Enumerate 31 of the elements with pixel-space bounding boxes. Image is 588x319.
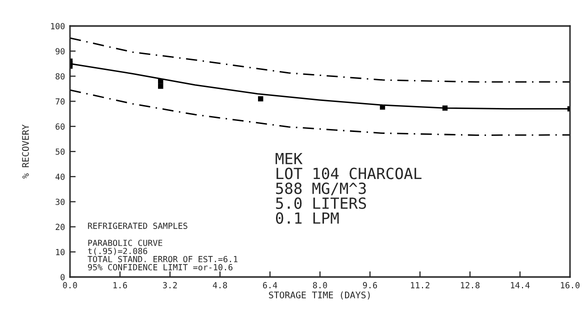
annotation: REFRIGERATED SAMPLES [88,222,188,229]
x-tick-label: 16.0 [560,282,580,288]
x-tick-label: 6.4 [263,282,278,288]
x-tick-label: 3.2 [163,282,177,288]
line-series [70,37,570,83]
annotation: MEK LOT 104 CHARCOAL 588 MG/M^3 5.0 LITERS 0.1 LPM [276,153,422,224]
point [158,84,164,89]
line-series [70,89,570,136]
y-tick-label: 40 [56,174,65,180]
y-tick-label: 50 [56,148,65,155]
y-tick-label: 20 [56,224,65,230]
y-tick-label: 70 [56,98,65,105]
y-tick-label: 10 [56,248,65,256]
x-tick-label: 9.6 [362,282,377,288]
point [258,96,264,102]
x-axis-title: STORAGE TIME (DAYS) [268,291,370,300]
y-tick-label: 80 [56,73,65,80]
y-tick-label: 60 [56,123,65,130]
x-tick-label: 14.4 [510,282,530,288]
x-tick-label: 12.8 [460,282,480,288]
y-tick-label: 90 [56,48,65,54]
y-tick-label: 0 [60,274,65,280]
x-tick-label: 8.0 [313,282,327,288]
y-axis-title: % RECOVERY [22,124,29,179]
x-tick-label: 0.0 [63,282,77,288]
annotation: PARABOLIC CURVE t(.95)=2.086 TOTAL STAND. ERROR OF EST.=6.1 95% CONFIDENCE LIMIT =or-10.6 [88,240,238,270]
y-tick-label: 30 [56,198,65,206]
x-tick-label: 4.8 [212,282,227,288]
x-tick-label: 1.6 [113,282,127,288]
y-tick-label: 100 [51,23,65,30]
x-tick-label: 11.2 [410,282,430,288]
